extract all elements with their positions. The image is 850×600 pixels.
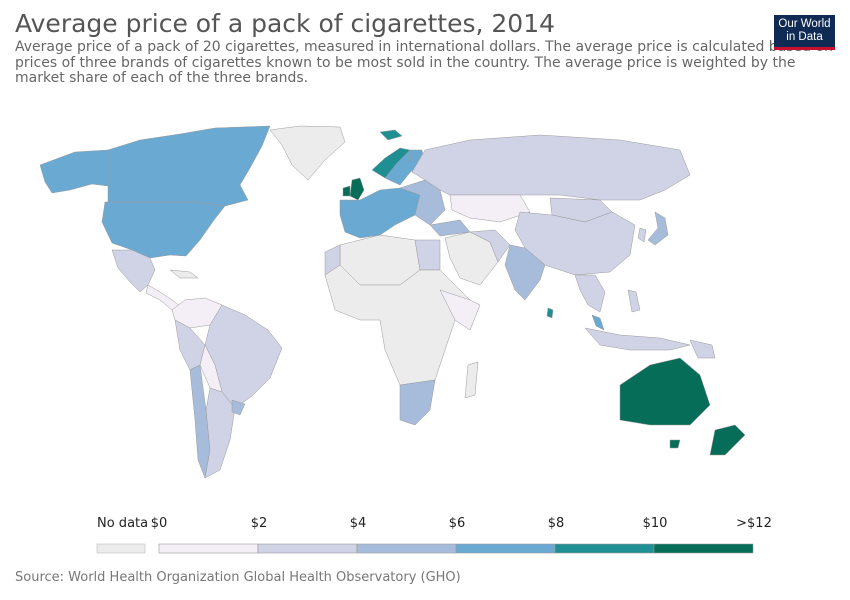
- country-southeast-asia[interactable]: [574, 274, 606, 313]
- country-argentina[interactable]: [204, 387, 236, 479]
- source-note[interactable]: Source: World Health Organization Global…: [15, 570, 461, 585]
- country-japan[interactable]: [647, 211, 669, 246]
- country-sri-lanka[interactable]: [546, 307, 554, 319]
- country-central-america[interactable]: [145, 284, 181, 311]
- country-russia[interactable]: [411, 134, 691, 201]
- country-alaska[interactable]: [39, 149, 109, 194]
- logo-line-2: in Data: [786, 31, 823, 43]
- map-legend: No data $0 $2 $4 $6 $8 $10 >$12: [96, 516, 772, 554]
- country-greenland[interactable]: [269, 125, 346, 181]
- logo-line-1: Our World: [778, 18, 831, 30]
- legend-swatch-4[interactable]: [554, 543, 655, 554]
- chart-title: Average price of a pack of cigarettes, 2…: [15, 9, 556, 38]
- country-tasmania[interactable]: [669, 439, 681, 449]
- legend-swatch-0[interactable]: [158, 543, 259, 554]
- country-iran[interactable]: [469, 229, 511, 263]
- legend-swatch-3[interactable]: [455, 543, 556, 554]
- country-uruguay[interactable]: [231, 399, 246, 416]
- legend-tick-4: $8: [548, 516, 565, 531]
- chart-subtitle: Average price of a pack of 20 cigarettes…: [15, 39, 833, 86]
- country-united-states[interactable]: [101, 201, 226, 259]
- legend-swatch-1[interactable]: [257, 543, 358, 554]
- owid-logo[interactable]: Our World in Data: [774, 15, 835, 50]
- country-bolivia[interactable]: [199, 344, 223, 393]
- country-canada[interactable]: [107, 125, 271, 207]
- country-western-europe[interactable]: [339, 187, 421, 239]
- country-papua-new-guinea[interactable]: [689, 339, 716, 359]
- country-kazakhstan[interactable]: [449, 194, 531, 223]
- legend-no-data-swatch: [96, 543, 146, 554]
- legend-tick-2: $4: [350, 516, 367, 531]
- country-india[interactable]: [504, 244, 546, 301]
- legend-swatch-5[interactable]: [653, 543, 754, 554]
- legend-tick-5: $10: [643, 516, 668, 531]
- country-australia[interactable]: [619, 357, 711, 426]
- country-philippines[interactable]: [627, 289, 641, 313]
- country-indonesia[interactable]: [584, 327, 691, 351]
- country-south-africa[interactable]: [399, 379, 436, 426]
- country-ireland[interactable]: [342, 185, 351, 197]
- country-cuba[interactable]: [169, 269, 199, 279]
- legend-tick-3: $6: [449, 516, 466, 531]
- country-madagascar[interactable]: [464, 361, 479, 399]
- legend-tick-1: $2: [251, 516, 268, 531]
- country-new-zealand[interactable]: [709, 424, 746, 456]
- country-china[interactable]: [514, 211, 636, 276]
- country-malaysia[interactable]: [591, 314, 605, 331]
- country-united-kingdom[interactable]: [349, 177, 365, 201]
- country-south-korea[interactable]: [637, 227, 647, 243]
- country-east-africa[interactable]: [439, 289, 481, 331]
- legend-tick-6: >$12: [736, 516, 772, 531]
- legend-swatch-2[interactable]: [356, 543, 457, 554]
- country-iceland[interactable]: [379, 129, 403, 141]
- legend-tick-0: $0: [151, 516, 168, 531]
- legend-no-data-label: No data: [97, 516, 148, 531]
